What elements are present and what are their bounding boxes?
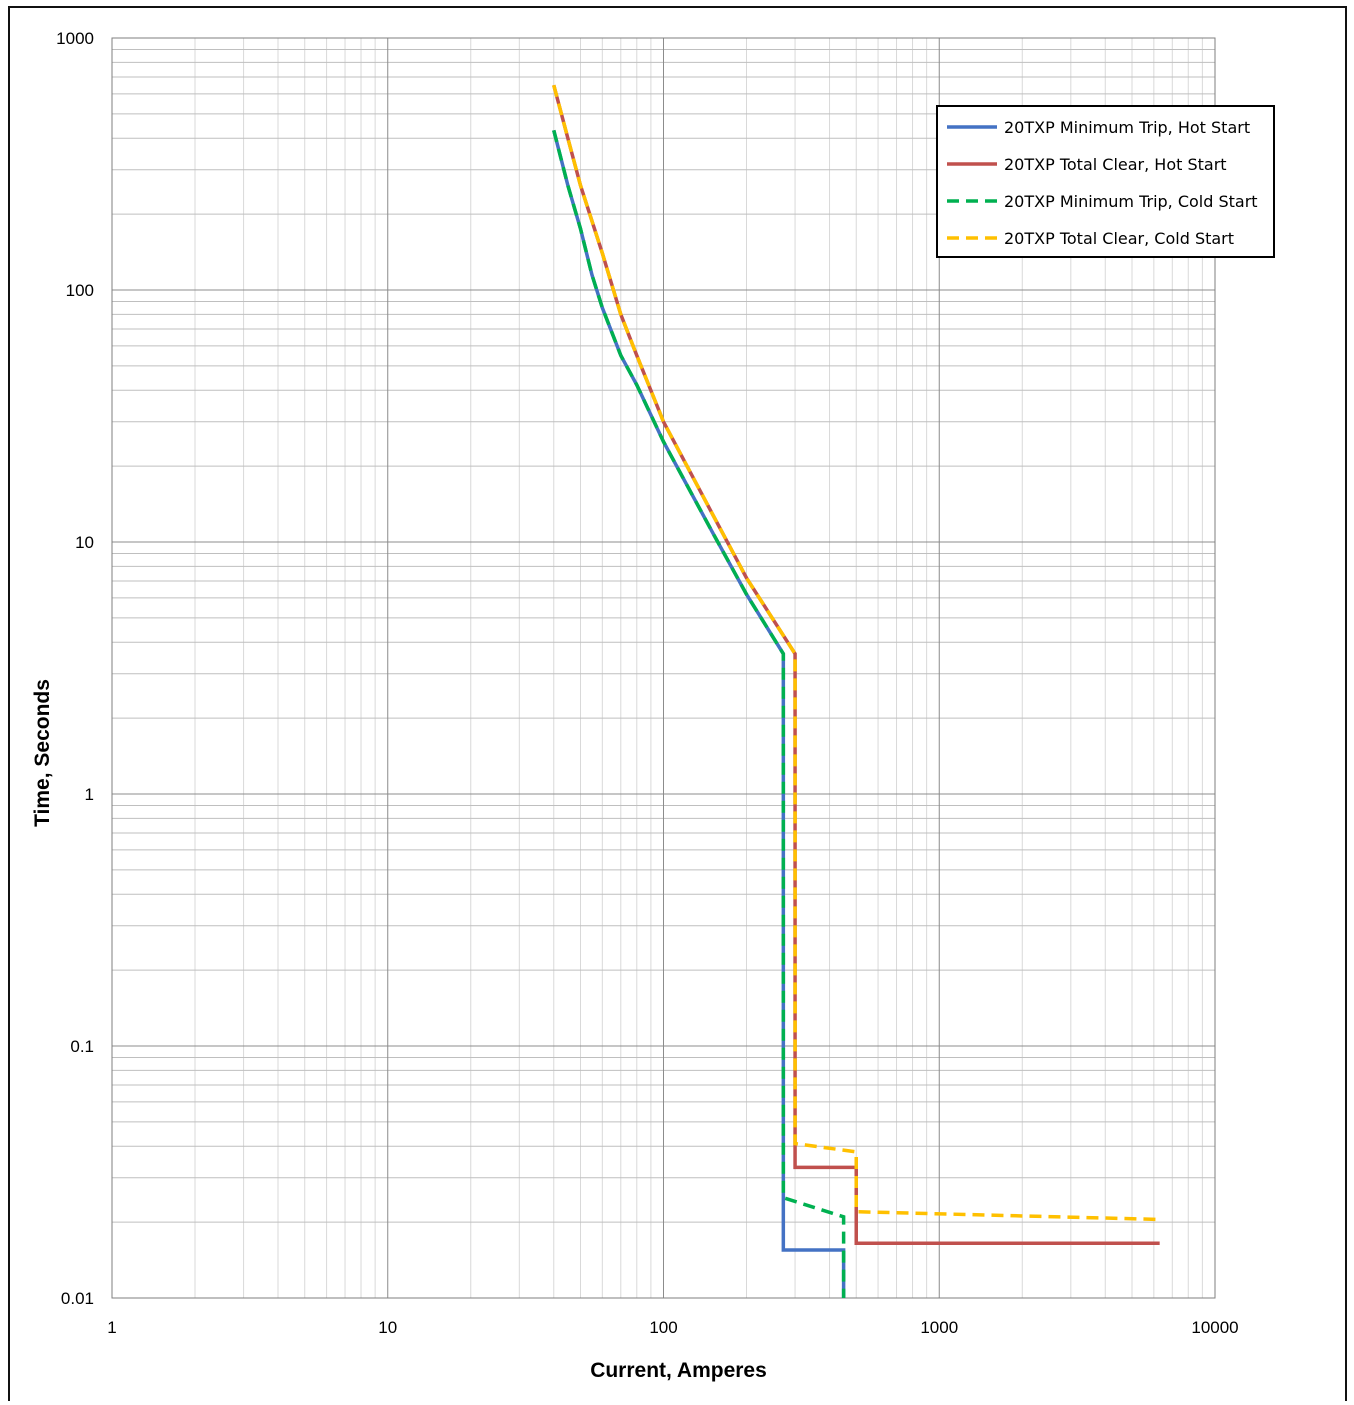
legend-label: 20TXP Minimum Trip, Hot Start bbox=[1004, 118, 1250, 137]
y-tick-label: 0.01 bbox=[61, 1289, 94, 1308]
y-tick-label: 0.1 bbox=[70, 1037, 94, 1056]
x-tick-label: 1 bbox=[107, 1318, 116, 1337]
minor-gridlines bbox=[112, 38, 1215, 1298]
x-axis-title: Current, Amperes bbox=[590, 1359, 767, 1382]
legend: 20TXP Minimum Trip, Hot Start 20TXP Total… bbox=[936, 105, 1275, 258]
series-layer bbox=[552, 84, 1160, 1298]
legend-box bbox=[936, 105, 1275, 258]
y-tick-label: 1 bbox=[85, 785, 94, 804]
chart-frame bbox=[8, 6, 1347, 1401]
legend-label: 20TXP Total Clear, Hot Start bbox=[1004, 155, 1227, 174]
x-tick-label: 1000 bbox=[920, 1318, 958, 1337]
series-line-1 bbox=[552, 129, 846, 1298]
plot-area bbox=[111, 37, 1216, 1299]
y-axis-ticks: 0.01 0.1 1 10 100 1000 bbox=[56, 29, 94, 1308]
y-tick-label: 1000 bbox=[56, 29, 94, 48]
y-tick-label: 100 bbox=[66, 281, 94, 300]
x-tick-label: 10000 bbox=[1191, 1318, 1238, 1337]
series-line-3 bbox=[552, 129, 846, 1298]
y-axis-title: Time, Seconds bbox=[31, 679, 54, 827]
series-line-4 bbox=[552, 84, 1160, 1222]
y-tick-label: 10 bbox=[75, 533, 94, 552]
legend-label: 20TXP Total Clear, Cold Start bbox=[1004, 229, 1234, 248]
legend-label: 20TXP Minimum Trip, Cold Start bbox=[1004, 192, 1258, 211]
x-tick-label: 10 bbox=[378, 1318, 397, 1337]
x-axis-ticks: 1 10 100 1000 10000 bbox=[107, 1318, 1238, 1337]
x-tick-label: 100 bbox=[649, 1318, 677, 1337]
